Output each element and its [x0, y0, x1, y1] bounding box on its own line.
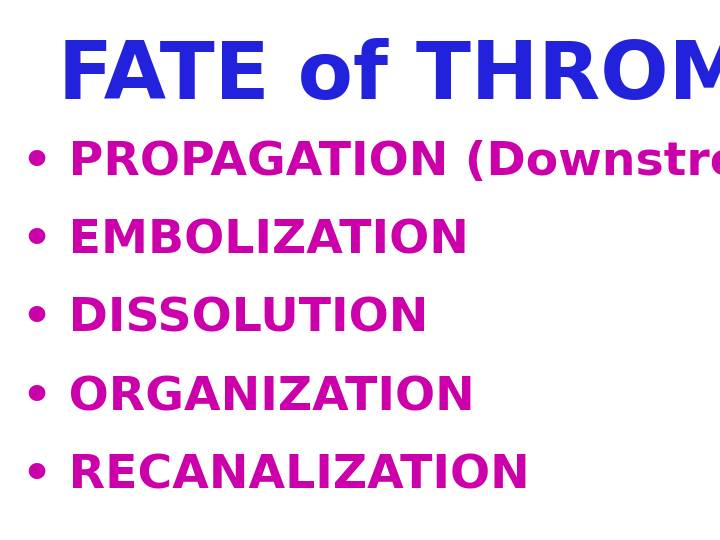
Text: • EMBOLIZATION: • EMBOLIZATION: [22, 219, 469, 264]
Text: FATE of THROMBI: FATE of THROMBI: [58, 38, 720, 116]
Text: • DISSOLUTION: • DISSOLUTION: [22, 297, 428, 342]
Text: • ORGANIZATION: • ORGANIZATION: [22, 375, 474, 420]
Text: • RECANALIZATION: • RECANALIZATION: [22, 454, 529, 498]
Text: • PROPAGATION (Downstream): • PROPAGATION (Downstream): [22, 140, 720, 185]
